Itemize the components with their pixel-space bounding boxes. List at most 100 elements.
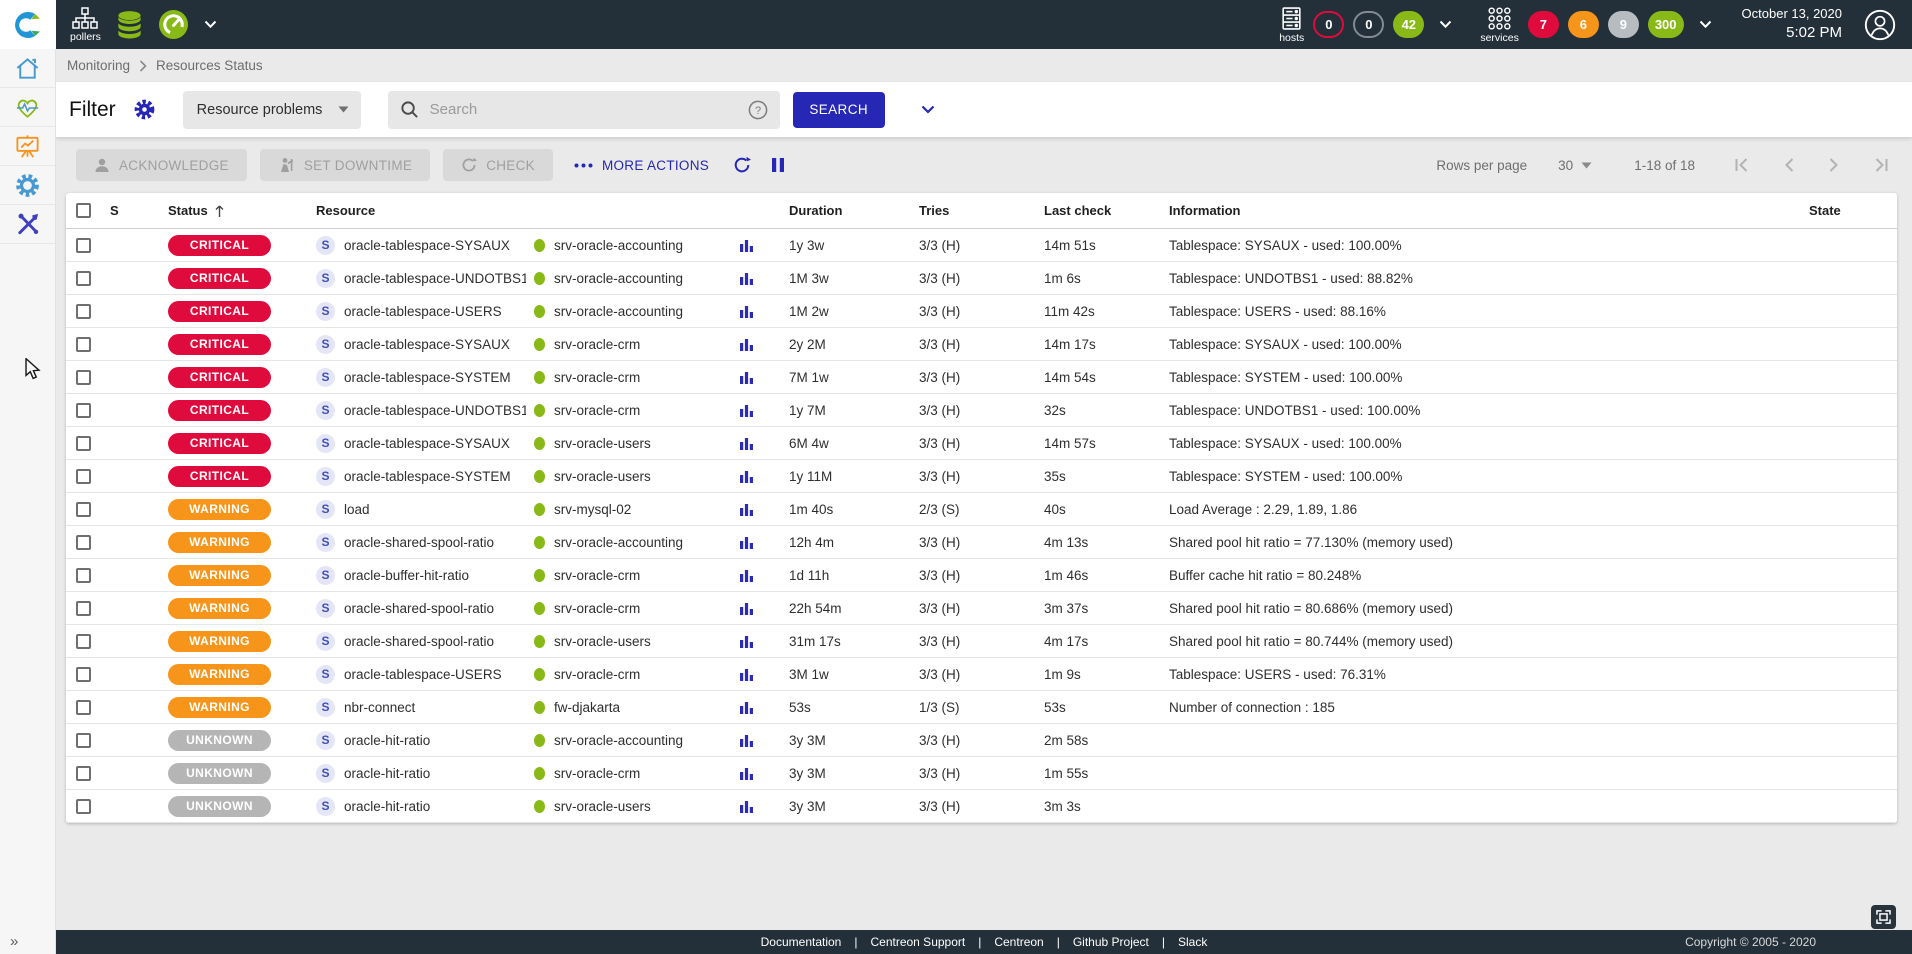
last-page-button[interactable] (1873, 157, 1890, 173)
next-page-button[interactable] (1828, 157, 1840, 173)
graph-icon[interactable] (739, 634, 754, 649)
column-header-tries[interactable]: Tries (919, 203, 950, 218)
table-row[interactable]: WARNING S oracle-tablespace-USERS srv-or… (66, 658, 1897, 691)
services-menu[interactable]: services (1480, 6, 1519, 44)
pollers-chevron-down-icon[interactable] (204, 20, 217, 29)
table-row[interactable]: WARNING S load srv-mysql-02 1m 40s 2/3 (… (66, 493, 1897, 526)
hosts-menu[interactable]: hosts (1279, 6, 1304, 44)
graph-icon[interactable] (739, 271, 754, 286)
filter-preset-select[interactable]: Resource problems (182, 90, 361, 129)
footer-link-slack[interactable]: Slack (1178, 935, 1208, 949)
table-row[interactable]: CRITICAL S oracle-tablespace-SYSAUX srv-… (66, 427, 1897, 460)
row-checkbox[interactable] (76, 369, 91, 385)
row-checkbox[interactable] (76, 534, 91, 550)
row-checkbox[interactable] (76, 303, 91, 319)
footer-link-github[interactable]: Github Project (1072, 935, 1149, 949)
row-checkbox[interactable] (76, 765, 91, 781)
previous-page-button[interactable] (1783, 157, 1795, 173)
services-ok-badge[interactable]: 300 (1647, 11, 1684, 38)
set-downtime-button[interactable]: SET DOWNTIME (259, 149, 431, 181)
footer-link-centreon[interactable]: Centreon (994, 935, 1044, 949)
column-header-duration[interactable]: Duration (789, 203, 843, 218)
graph-icon[interactable] (739, 700, 754, 715)
hosts-down-badge[interactable]: 0 (1313, 11, 1345, 38)
table-row[interactable]: UNKNOWN S oracle-hit-ratio srv-oracle-ac… (66, 724, 1897, 757)
table-row[interactable]: CRITICAL S oracle-tablespace-USERS srv-o… (66, 295, 1897, 328)
footer-link-support[interactable]: Centreon Support (870, 935, 966, 949)
graph-icon[interactable] (739, 799, 754, 814)
graph-icon[interactable] (739, 667, 754, 682)
table-row[interactable]: CRITICAL S oracle-tablespace-UNDOTBS1 sr… (66, 394, 1897, 427)
graph-icon[interactable] (739, 568, 754, 583)
fullscreen-button[interactable] (1871, 905, 1896, 929)
services-chevron-down-icon[interactable] (1699, 20, 1712, 29)
search-button[interactable]: SEARCH (792, 91, 885, 128)
row-checkbox[interactable] (76, 567, 91, 583)
acknowledge-button[interactable]: ACKNOWLEDGE (76, 149, 247, 181)
row-checkbox[interactable] (76, 666, 91, 682)
hosts-chevron-down-icon[interactable] (1439, 20, 1452, 29)
first-page-button[interactable] (1733, 157, 1750, 173)
sidebar-item-reporting[interactable] (0, 127, 55, 166)
pause-autorefresh-button[interactable] (771, 157, 785, 173)
row-checkbox[interactable] (76, 237, 91, 253)
graph-icon[interactable] (739, 502, 754, 517)
table-row[interactable]: WARNING S oracle-shared-spool-ratio srv-… (66, 592, 1897, 625)
graph-icon[interactable] (739, 304, 754, 319)
table-row[interactable]: CRITICAL S oracle-tablespace-SYSAUX srv-… (66, 229, 1897, 262)
row-checkbox[interactable] (76, 633, 91, 649)
graph-icon[interactable] (739, 766, 754, 781)
sidebar-item-monitoring[interactable] (0, 88, 55, 127)
search-help-icon[interactable]: ? (748, 100, 768, 120)
rows-per-page-select[interactable]: 30 (1558, 158, 1592, 173)
hosts-up-badge[interactable]: 42 (1393, 11, 1425, 38)
column-header-state[interactable]: State (1809, 203, 1841, 218)
filter-settings-gear-icon[interactable] (133, 98, 156, 121)
table-row[interactable]: UNKNOWN S oracle-hit-ratio srv-oracle-cr… (66, 757, 1897, 790)
filter-expand-chevron-icon[interactable] (921, 105, 935, 114)
graph-icon[interactable] (739, 733, 754, 748)
refresh-button[interactable] (733, 156, 752, 174)
graph-icon[interactable] (739, 469, 754, 484)
table-row[interactable]: WARNING S oracle-shared-spool-ratio srv-… (66, 526, 1897, 559)
row-checkbox[interactable] (76, 336, 91, 352)
graph-icon[interactable] (739, 337, 754, 352)
table-row[interactable]: WARNING S oracle-shared-spool-ratio srv-… (66, 625, 1897, 658)
graph-icon[interactable] (739, 601, 754, 616)
row-checkbox[interactable] (76, 699, 91, 715)
column-header-status[interactable]: Status (158, 203, 308, 218)
table-row[interactable]: CRITICAL S oracle-tablespace-UNDOTBS1 sr… (66, 262, 1897, 295)
check-button[interactable]: CHECK (443, 149, 553, 181)
row-checkbox[interactable] (76, 732, 91, 748)
table-row[interactable]: CRITICAL S oracle-tablespace-SYSTEM srv-… (66, 460, 1897, 493)
graph-icon[interactable] (739, 436, 754, 451)
table-row[interactable]: WARNING S nbr-connect fw-djakarta 53s 1/… (66, 691, 1897, 724)
footer-link-documentation[interactable]: Documentation (760, 935, 842, 949)
row-checkbox[interactable] (76, 501, 91, 517)
user-menu[interactable] (1864, 9, 1896, 41)
services-critical-badge[interactable]: 7 (1527, 11, 1559, 38)
table-row[interactable]: UNKNOWN S oracle-hit-ratio srv-oracle-us… (66, 790, 1897, 823)
graph-icon[interactable] (739, 403, 754, 418)
row-checkbox[interactable] (76, 270, 91, 286)
hosts-unreachable-badge[interactable]: 0 (1353, 11, 1385, 38)
table-row[interactable]: WARNING S oracle-buffer-hit-ratio srv-or… (66, 559, 1897, 592)
graph-icon[interactable] (739, 370, 754, 385)
row-checkbox[interactable] (76, 798, 91, 814)
table-row[interactable]: CRITICAL S oracle-tablespace-SYSAUX srv-… (66, 328, 1897, 361)
sidebar-expand-chevron[interactable]: » (10, 933, 19, 950)
column-header-last-check[interactable]: Last check (1044, 203, 1112, 218)
select-all-checkbox[interactable] (76, 203, 91, 218)
breadcrumb-section[interactable]: Monitoring (67, 58, 131, 73)
services-unknown-badge[interactable]: 9 (1607, 11, 1639, 38)
column-header-severity[interactable]: S (110, 203, 119, 218)
column-header-information[interactable]: Information (1169, 203, 1241, 218)
table-row[interactable]: CRITICAL S oracle-tablespace-SYSTEM srv-… (66, 361, 1897, 394)
centreon-logo[interactable] (0, 0, 56, 49)
row-checkbox[interactable] (76, 435, 91, 451)
row-checkbox[interactable] (76, 468, 91, 484)
more-actions-button[interactable]: MORE ACTIONS (574, 158, 709, 173)
column-header-resource[interactable]: Resource (316, 203, 376, 218)
sidebar-item-configuration[interactable] (0, 166, 55, 205)
pollers-menu[interactable]: pollers (70, 6, 101, 43)
